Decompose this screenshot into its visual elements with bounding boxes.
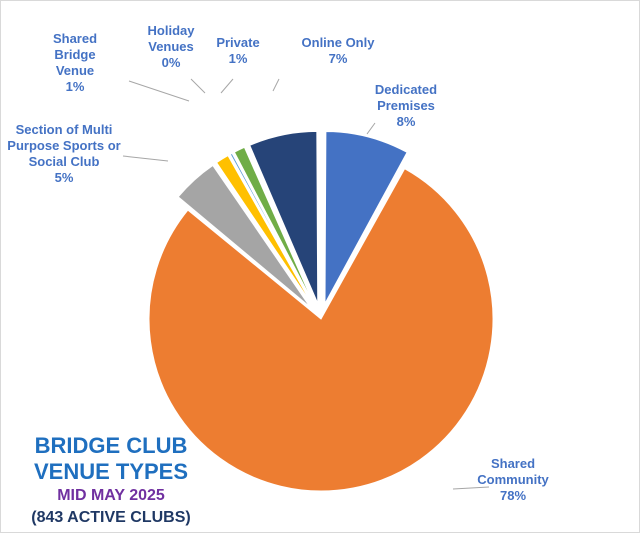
leader-line bbox=[452, 486, 490, 490]
slice-label: Shared Bridge Venue 1% bbox=[53, 31, 97, 94]
slice-label-line: Purpose Sports or bbox=[7, 138, 120, 153]
slice-percent: 1% bbox=[229, 51, 248, 66]
leader-line bbox=[272, 78, 280, 92]
slice-percent: 7% bbox=[329, 51, 348, 66]
slice-label: Section of Multi Purpose Sports or Social … bbox=[7, 122, 120, 185]
slice-label-line: Bridge bbox=[54, 47, 95, 62]
pie-slices bbox=[148, 130, 494, 492]
pie-slice bbox=[249, 130, 319, 304]
slice-percent: 8% bbox=[397, 114, 416, 129]
slice-labels: Dedicated Premises 8%Shared Community 78%Sec… bbox=[7, 23, 549, 503]
slice-label: Private 1% bbox=[216, 35, 259, 66]
slice-label-line: Section of Multi bbox=[16, 122, 113, 137]
leader-line bbox=[220, 78, 234, 94]
chart-title-block: BRIDGE CLUB VENUE TYPES MID MAY 2025 (84… bbox=[1, 433, 221, 529]
slice-label: Online Only 7% bbox=[302, 35, 376, 66]
slice-label-line: Community bbox=[477, 472, 549, 487]
pie-slice bbox=[177, 164, 311, 308]
chart-title-line-1: BRIDGE CLUB bbox=[34, 433, 188, 458]
chart-subtitle-date: MID MAY 2025 bbox=[57, 487, 165, 504]
slice-label-line: Premises bbox=[377, 98, 435, 113]
leader-lines bbox=[122, 78, 490, 490]
slice-label-line: Shared bbox=[53, 31, 97, 46]
pie-slice bbox=[324, 131, 408, 304]
leader-line bbox=[128, 80, 190, 102]
leader-line bbox=[366, 122, 376, 135]
slice-label: Dedicated Premises 8% bbox=[375, 82, 437, 129]
pie-slice bbox=[215, 154, 314, 306]
slice-percent: 78% bbox=[500, 488, 526, 503]
chart-title-line-2: VENUE TYPES bbox=[33, 459, 189, 484]
slice-percent: 5% bbox=[55, 170, 74, 185]
pie-slice bbox=[233, 146, 315, 305]
pie-slice bbox=[229, 152, 314, 306]
slice-label-line: Dedicated bbox=[375, 82, 437, 97]
slice-label: Holiday Venues 0% bbox=[148, 23, 196, 70]
slice-label-line: Holiday bbox=[148, 23, 196, 38]
slice-label: Shared Community 78% bbox=[477, 456, 549, 503]
leader-line bbox=[190, 78, 206, 94]
slice-percent: 1% bbox=[66, 79, 85, 94]
slice-label-line: Shared bbox=[491, 456, 535, 471]
slice-label-line: Private bbox=[216, 35, 259, 50]
slice-label-line: Venues bbox=[148, 39, 194, 54]
slice-percent: 0% bbox=[162, 55, 181, 70]
chart-subtitle-count: (843 ACTIVE CLUBS) bbox=[31, 509, 191, 526]
slice-label-line: Social Club bbox=[29, 154, 100, 169]
slice-label-line: Online Only bbox=[302, 35, 376, 50]
pie-slice bbox=[148, 168, 494, 492]
slice-label-line: Venue bbox=[56, 63, 94, 78]
leader-line bbox=[122, 155, 169, 162]
